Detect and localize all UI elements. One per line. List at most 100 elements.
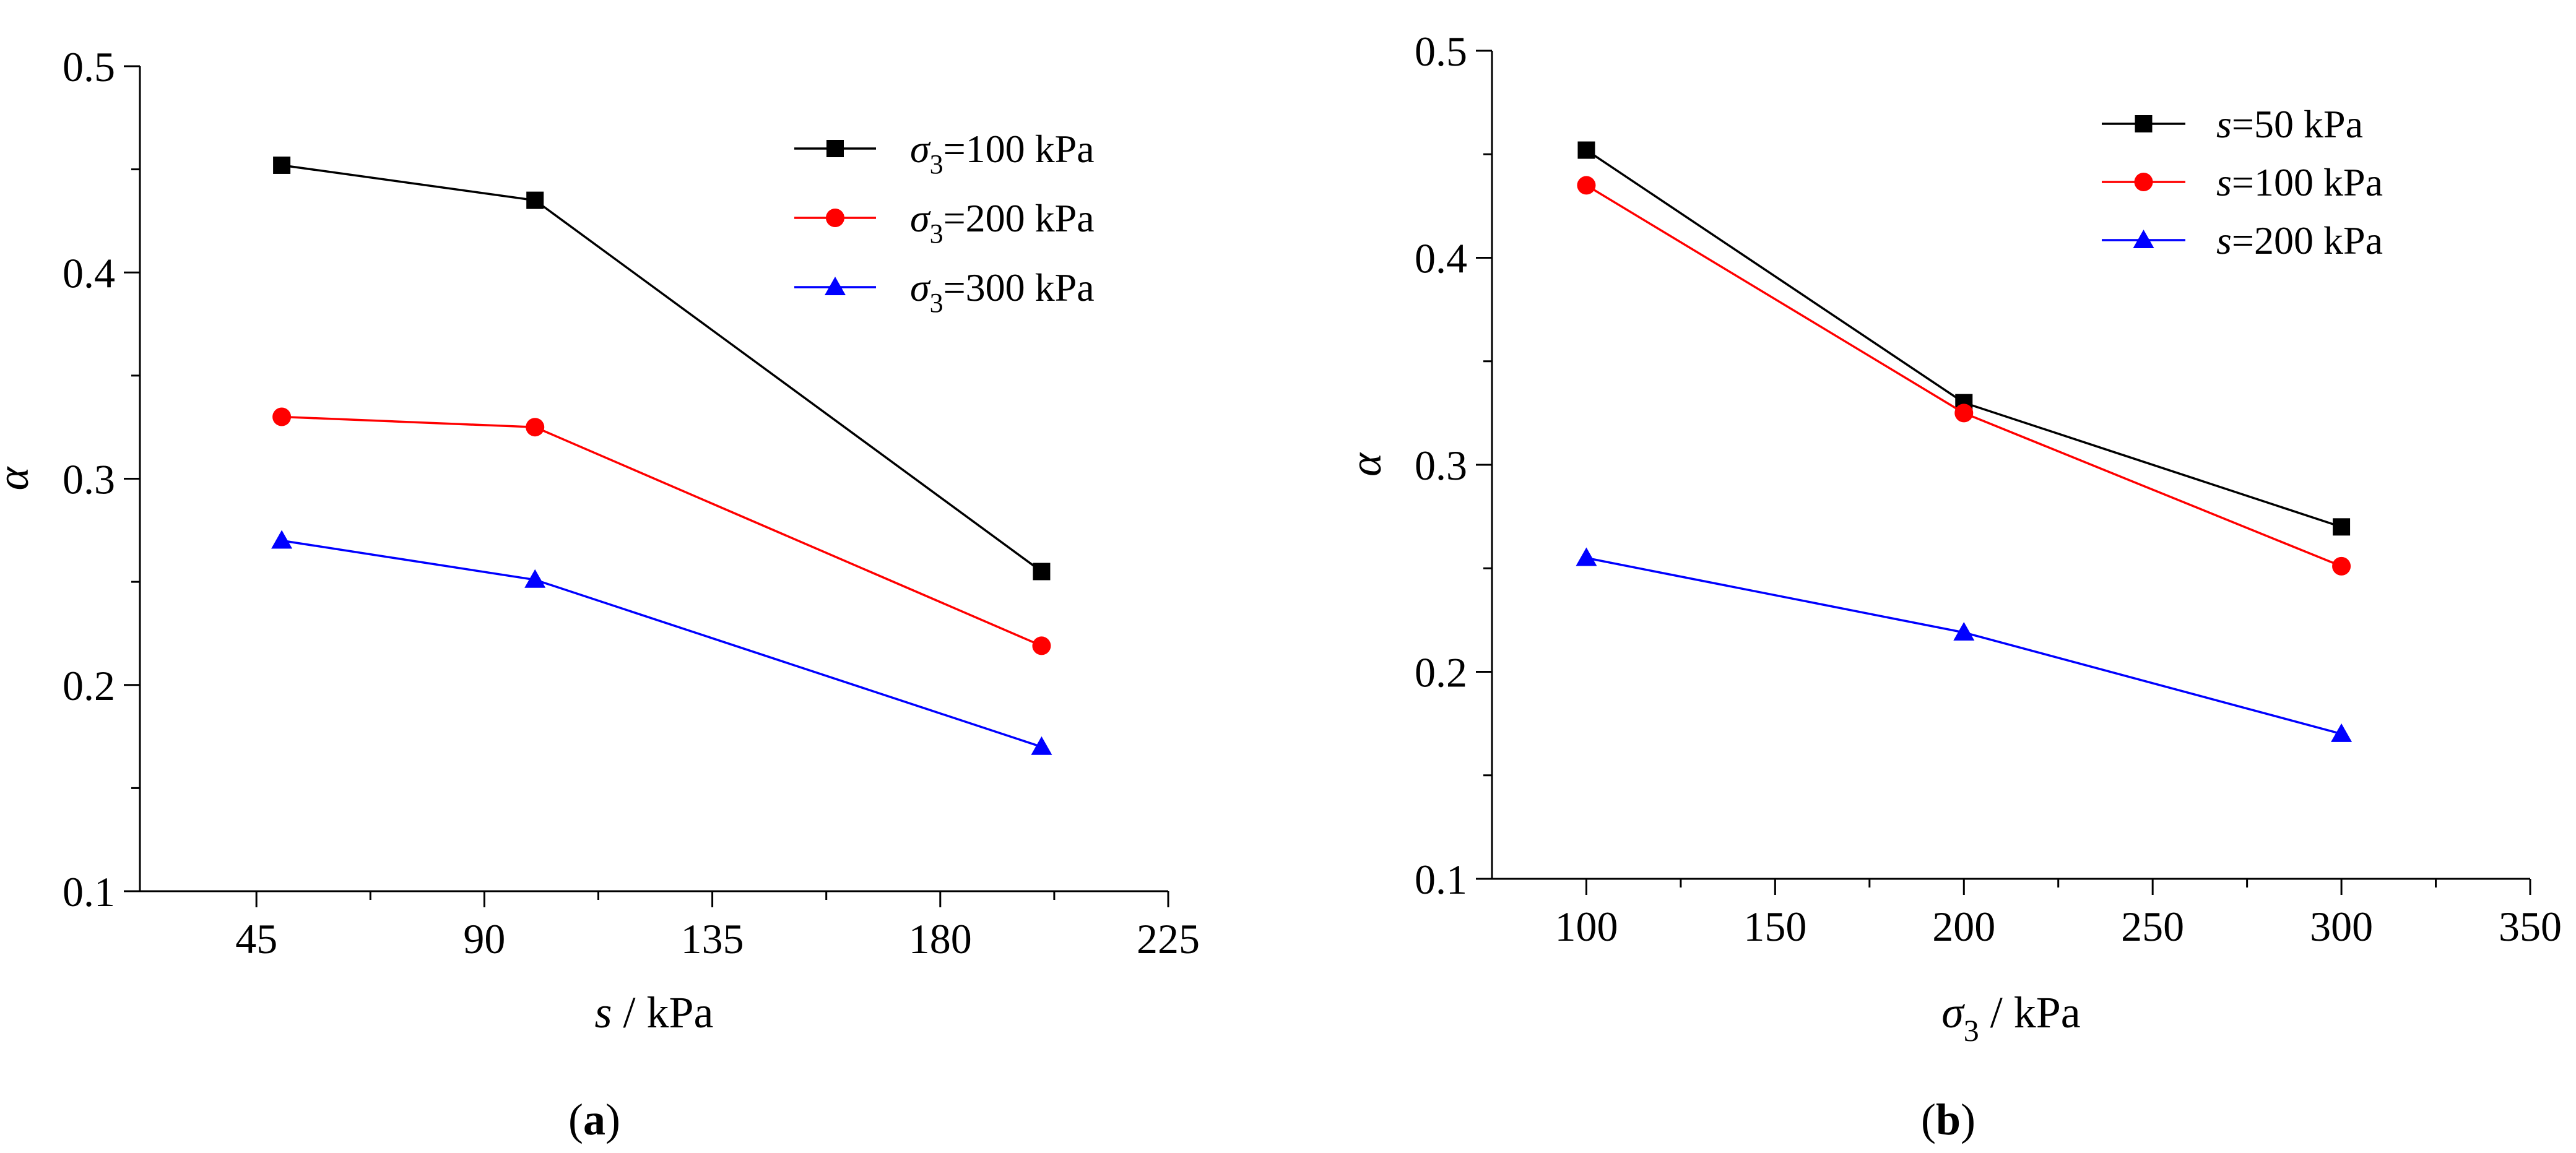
x-axis-label-unit: / kPa: [1979, 988, 2081, 1037]
panel-label-paren: (: [1921, 1095, 1936, 1144]
y-tick-label: 0.4: [1415, 235, 1467, 282]
y-tick-label: 0.1: [1415, 856, 1467, 903]
y-tick-label: 0.2: [63, 662, 115, 709]
legend-label-var: s: [2216, 160, 2232, 204]
y-tick-label: 0.5: [1415, 28, 1467, 75]
data-point: [1577, 141, 1595, 159]
series-line: [281, 539, 1042, 748]
x-tick-label: 100: [1555, 903, 1618, 950]
series-1: [272, 407, 1051, 655]
x-axis-label-unit: / kPa: [612, 988, 714, 1037]
panel-label-letter: a: [583, 1095, 605, 1144]
data-point: [1031, 736, 1052, 755]
data-point: [273, 156, 291, 174]
data-point: [2332, 556, 2351, 576]
legend-entry: s=100 kPa: [2102, 160, 2383, 204]
legend-marker: [825, 277, 846, 295]
legend-entry: σ3=100 kPa: [794, 127, 1095, 179]
legend-label: σ3=200 kPa: [910, 196, 1095, 249]
series-line: [1585, 149, 2342, 529]
x-axis-label-var: s: [594, 988, 612, 1037]
y-tick-label: 0.4: [63, 249, 115, 296]
legend-entry: σ3=300 kPa: [794, 266, 1095, 318]
legend-label: σ3=300 kPa: [910, 266, 1095, 318]
x-axis-label-sub: 3: [1964, 1013, 1979, 1048]
legend-marker: [2135, 115, 2153, 132]
legend-marker: [2134, 173, 2153, 191]
series-2: [1576, 547, 2353, 742]
legend-label: s=100 kPa: [2216, 160, 2383, 204]
data-point: [1954, 404, 1974, 423]
series-1: [1577, 176, 2351, 576]
series-0: [273, 156, 1051, 581]
x-axis-label: s / kPa: [594, 988, 713, 1037]
data-point: [1033, 563, 1051, 581]
x-tick-label: 200: [1932, 903, 1995, 950]
legend-label-var: σ: [910, 127, 931, 171]
legend-entry: s=50 kPa: [2102, 102, 2363, 146]
y-tick-label: 0.2: [1415, 649, 1467, 696]
y-axis-label: α: [0, 466, 38, 490]
x-tick-label: 135: [681, 915, 744, 962]
x-tick-label: 350: [2499, 903, 2562, 950]
x-tick-label: 250: [2121, 903, 2184, 950]
data-point: [524, 569, 546, 588]
legend-label-rest: =100 kPa: [943, 127, 1095, 171]
legend-label-rest: =300 kPa: [943, 266, 1095, 309]
data-point: [1032, 636, 1051, 655]
y-tick-label: 0.3: [1415, 442, 1467, 489]
legend-label-sub: 3: [930, 218, 943, 249]
x-tick-label: 300: [2310, 903, 2373, 950]
panel-label-paren: ): [605, 1095, 620, 1144]
series-2: [271, 530, 1052, 755]
panel-label-paren: ): [1961, 1095, 1975, 1144]
legend-label-var: s: [2216, 218, 2232, 262]
x-tick-label: 180: [909, 915, 972, 962]
x-axis-label: σ3 / kPa: [1941, 988, 2081, 1048]
data-point: [1576, 547, 1597, 566]
legend-label-var: s: [2216, 102, 2232, 146]
chart-panel-b: 0.1 0.2 0.3 0.4 0.5 100 150 200 250 300 350 σ3 / kP…: [1341, 28, 2562, 1048]
series-0: [1577, 141, 2351, 536]
series-line: [282, 415, 1043, 647]
y-tick-label: 0.3: [63, 456, 115, 503]
x-axis-label-var: σ: [1941, 988, 1965, 1037]
x-tick-label: 150: [1743, 903, 1806, 950]
data-point: [1953, 621, 1975, 641]
data-point: [526, 418, 545, 437]
legend-marker: [826, 140, 844, 157]
x-tick-label: 90: [463, 915, 505, 962]
legend-label: s=200 kPa: [2216, 218, 2383, 262]
legend-label: s=50 kPa: [2216, 102, 2363, 146]
data-point: [271, 530, 293, 549]
legend-marker: [2133, 230, 2154, 248]
legend-label-rest: =100 kPa: [2232, 160, 2383, 204]
legend-entry: σ3=200 kPa: [794, 196, 1095, 249]
series-line: [1586, 556, 2342, 735]
legend-label-rest: =50 kPa: [2232, 102, 2363, 146]
panel-label-paren: (: [568, 1095, 583, 1144]
panel-label: (b): [1921, 1095, 1975, 1144]
legend-label-var: σ: [910, 266, 931, 309]
legend-label: σ3=100 kPa: [910, 127, 1095, 179]
panel-label-letter: b: [1936, 1095, 1961, 1144]
data-point: [2331, 723, 2353, 742]
legend-label-rest: =200 kPa: [943, 196, 1095, 240]
legend-entry: s=200 kPa: [2102, 218, 2383, 262]
y-tick-label: 0.5: [63, 43, 115, 90]
y-tick-label: 0.1: [63, 868, 115, 915]
x-tick-label: 45: [235, 915, 277, 962]
panel-label: (a): [568, 1095, 620, 1144]
legend-label-rest: =200 kPa: [2232, 218, 2383, 262]
legend-marker: [826, 209, 844, 227]
data-point: [272, 407, 292, 426]
data-point: [2333, 518, 2351, 536]
data-point: [1577, 176, 1596, 195]
legend-label-var: σ: [910, 196, 931, 240]
x-tick-label: 225: [1137, 915, 1200, 962]
data-point: [526, 191, 544, 209]
y-axis-label: α: [1341, 452, 1390, 477]
legend-label-sub: 3: [930, 288, 943, 318]
